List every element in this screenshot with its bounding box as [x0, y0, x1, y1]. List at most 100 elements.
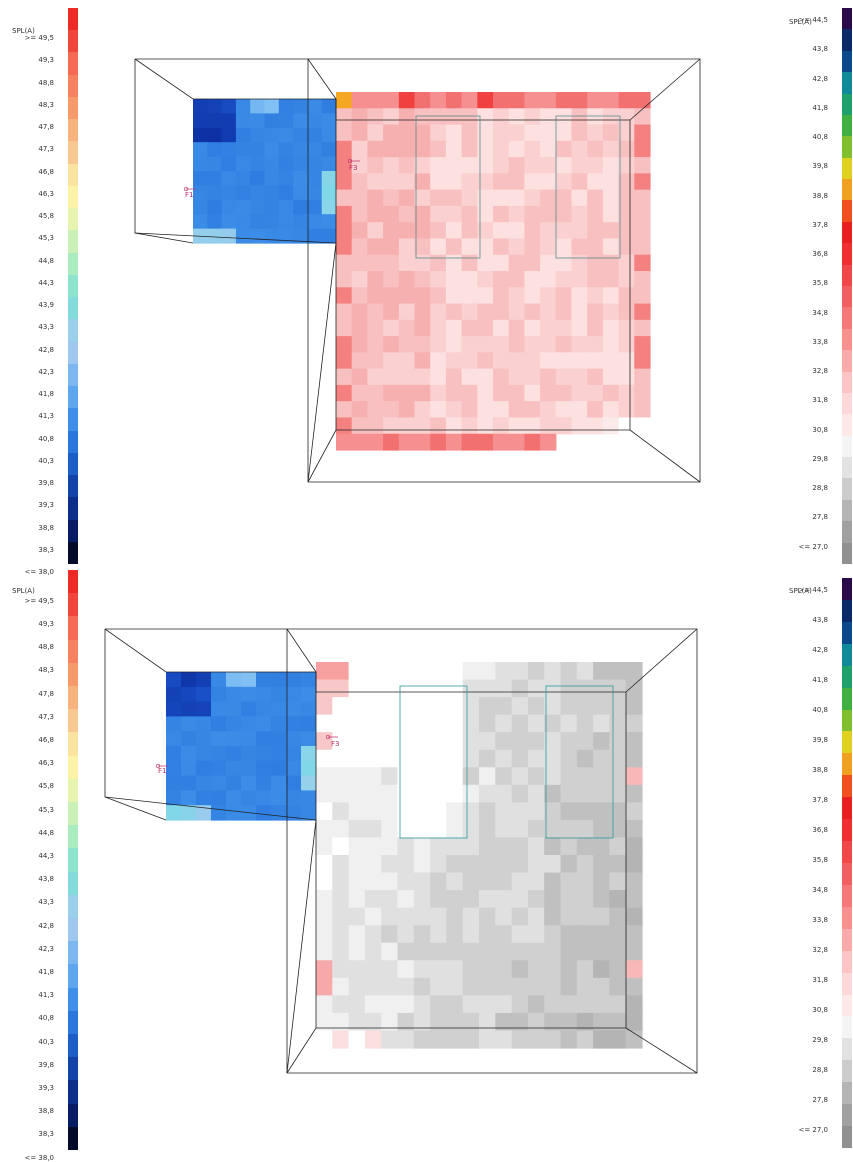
panel-top: SPL(A) >= 49,5 49,3 48,8 48,3 47,8 47,3 46,8 46… [0, 0, 853, 576]
heatmap-cell [446, 890, 464, 909]
heatmap-cell [336, 222, 353, 240]
heatmap-cell [508, 222, 525, 240]
heatmap-cell [336, 352, 353, 370]
heatmap-cell [364, 819, 382, 839]
heatmap-cell [602, 271, 620, 288]
heatmap-cell [397, 925, 415, 944]
heatmap-cell [461, 368, 478, 386]
heatmap-cell [235, 99, 251, 114]
heatmap-cell [511, 714, 529, 733]
heatmap-cell [571, 352, 588, 370]
heatmap-cell [625, 662, 643, 681]
heatmap-cell [367, 401, 384, 419]
heatmap-cell [413, 662, 431, 681]
heatmap-cell [430, 173, 447, 191]
heatmap-cell [364, 749, 382, 768]
heatmap-cell [560, 925, 578, 944]
heatmap-cell [332, 802, 350, 821]
scale-swatch [842, 114, 852, 137]
heatmap-cell [414, 319, 431, 337]
heatmap-cell [413, 837, 431, 856]
heatmap-cell [593, 925, 610, 944]
scale-swatch [842, 731, 852, 754]
heatmap-cell [625, 679, 643, 698]
heatmap-cell [351, 124, 368, 142]
scale-swatch [68, 541, 78, 565]
heatmap-cell [461, 222, 478, 240]
heatmap-cell [609, 995, 627, 1014]
heatmap-cell [576, 802, 594, 821]
heatmap-cell [495, 679, 513, 698]
heatmap-cell [351, 173, 368, 191]
scale-swatch [68, 662, 78, 687]
scale-swatch [842, 264, 852, 287]
heatmap-cell [256, 686, 272, 703]
heatmap-cell [544, 977, 562, 996]
heatmap-cell [381, 784, 399, 803]
heatmap-cell [193, 214, 208, 230]
scale-tick-label: 46,3 [38, 759, 54, 768]
heatmap-cell [381, 942, 399, 961]
heatmap-cell [527, 925, 545, 944]
heatmap-cell [446, 819, 464, 839]
heatmap-cell [524, 222, 541, 240]
scale-swatch [842, 621, 852, 645]
heatmap-cell [264, 156, 280, 172]
heatmap-cell [301, 746, 317, 762]
heatmap-cell [527, 767, 545, 786]
heatmap-cell [571, 124, 588, 142]
heatmap-cell [587, 238, 604, 256]
heatmap-cell [462, 977, 480, 996]
heatmap-cell [286, 746, 302, 762]
scale-swatch [842, 643, 852, 667]
heatmap-cell [321, 113, 337, 129]
heatmap-cell [413, 925, 431, 944]
heatmap-cell [508, 140, 525, 158]
heatmap-cell [524, 433, 541, 451]
heatmap-cell [430, 108, 447, 126]
heatmap-cell [307, 185, 323, 201]
heatmap-cell [293, 142, 308, 158]
heatmap-cell [381, 960, 399, 979]
heatmap-cell [316, 697, 333, 716]
heatmap-cell [226, 731, 242, 747]
heatmap-cell [477, 238, 494, 256]
heatmap-cell [348, 732, 366, 751]
heatmap-cell [445, 417, 463, 435]
heatmap-cell [193, 171, 208, 186]
scale-swatch [68, 141, 78, 165]
heatmap-cell [397, 732, 415, 751]
heatmap-cell [430, 222, 447, 240]
heatmap-cell [166, 746, 182, 762]
heatmap-cell [336, 238, 353, 256]
heatmap-cell [430, 189, 447, 207]
heatmap-cell [413, 749, 431, 768]
heatmap-cell [508, 271, 525, 288]
heatmap-cell [540, 173, 557, 191]
heatmap-cell [414, 352, 431, 370]
heatmap-cell [364, 662, 382, 681]
heatmap-cell [508, 336, 525, 353]
heatmap-cell [413, 732, 431, 751]
heatmap-cell [316, 802, 333, 821]
heatmap-cell [540, 271, 557, 288]
scale-tick-label: 33,8 [812, 916, 828, 924]
heatmap-cell [398, 336, 416, 353]
heatmap-cell [560, 890, 578, 909]
heatmap-cell [527, 679, 545, 698]
heatmap-cell [461, 189, 478, 207]
heatmap-cell [461, 401, 478, 419]
heatmap-cell [235, 185, 251, 201]
heatmap-cell [316, 872, 333, 891]
heatmap-cell [609, 819, 627, 839]
heatmap-cell [495, 907, 513, 926]
heatmap-cell [348, 714, 366, 733]
heatmap-cell [332, 767, 350, 786]
heatmap-cell [511, 802, 529, 821]
heatmap-cell [576, 907, 594, 926]
scale-swatch [842, 328, 852, 351]
heatmap-cell [527, 977, 545, 996]
heatmap-cell [527, 697, 545, 716]
heatmap-cell [207, 156, 223, 172]
source-boxes [399, 685, 614, 839]
